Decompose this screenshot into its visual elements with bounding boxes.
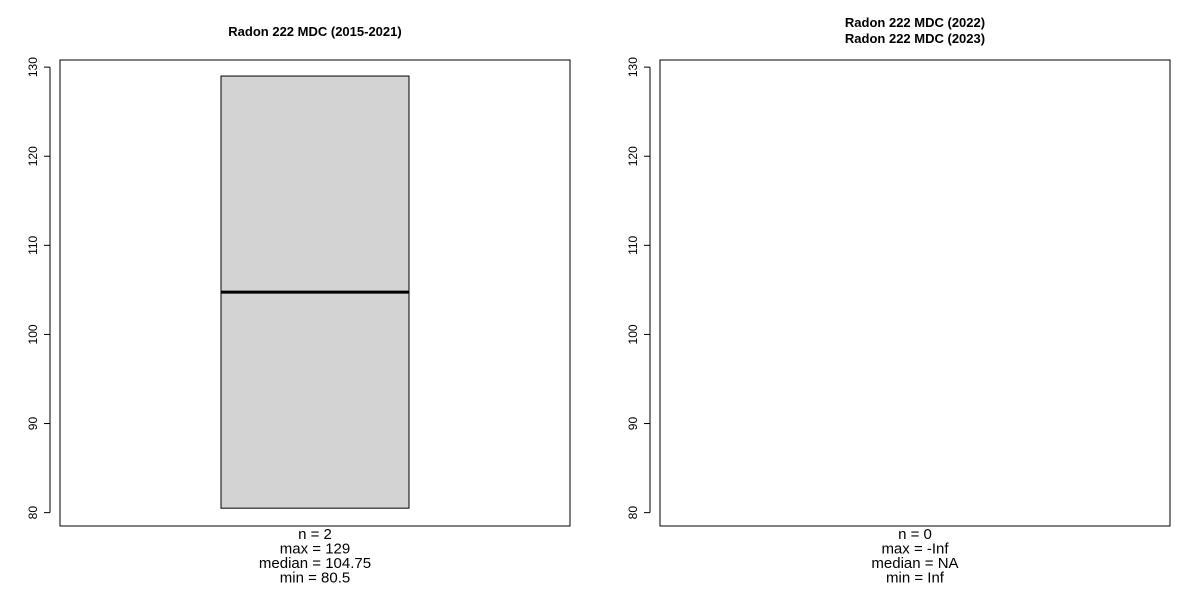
plot-frame — [659, 59, 1171, 527]
chart-title-2-line-1: Radon 222 MDC (2022) — [845, 15, 985, 30]
y-tick-label-110: 110 — [626, 235, 640, 254]
chart-title-2-line-2: Radon 222 MDC (2023) — [845, 31, 985, 46]
y-tick-label-90: 90 — [626, 417, 640, 431]
stat-line-3: median = NA — [871, 555, 958, 572]
y-tick-label-80: 80 — [626, 506, 640, 520]
y-tick-label-90: 90 — [26, 417, 40, 431]
stat-line-4: min = 80.5 — [280, 570, 350, 587]
chart-panel-1: Radon 222 MDC (2015-2021) 80 90 100 110 120 13… — [26, 24, 571, 587]
chart-panel-2: Radon 222 MDC (2022)Radon 222 MDC (2023)… — [626, 15, 1171, 587]
y-tick-label-110: 110 — [26, 235, 40, 254]
stat-line-1: n = 0 — [898, 526, 932, 543]
stat-line-1: n = 2 — [298, 526, 332, 543]
stat-line-3: median = 104.75 — [259, 555, 371, 572]
y-tick-label-120: 120 — [26, 146, 40, 166]
y-tick-label-100: 100 — [626, 324, 640, 344]
chart-title-1-line-1: Radon 222 MDC (2015-2021) — [228, 24, 401, 39]
plot-frame — [59, 59, 571, 527]
y-tick-label-130: 130 — [26, 57, 40, 77]
stat-line-2: max = 129 — [280, 541, 350, 558]
y-tick-label-100: 100 — [26, 324, 40, 344]
y-tick-label-80: 80 — [26, 506, 40, 520]
y-tick-label-130: 130 — [626, 57, 640, 77]
stat-line-2: max = -Inf — [881, 541, 949, 558]
y-tick-label-120: 120 — [626, 146, 640, 166]
stat-line-4: min = Inf — [886, 570, 945, 587]
